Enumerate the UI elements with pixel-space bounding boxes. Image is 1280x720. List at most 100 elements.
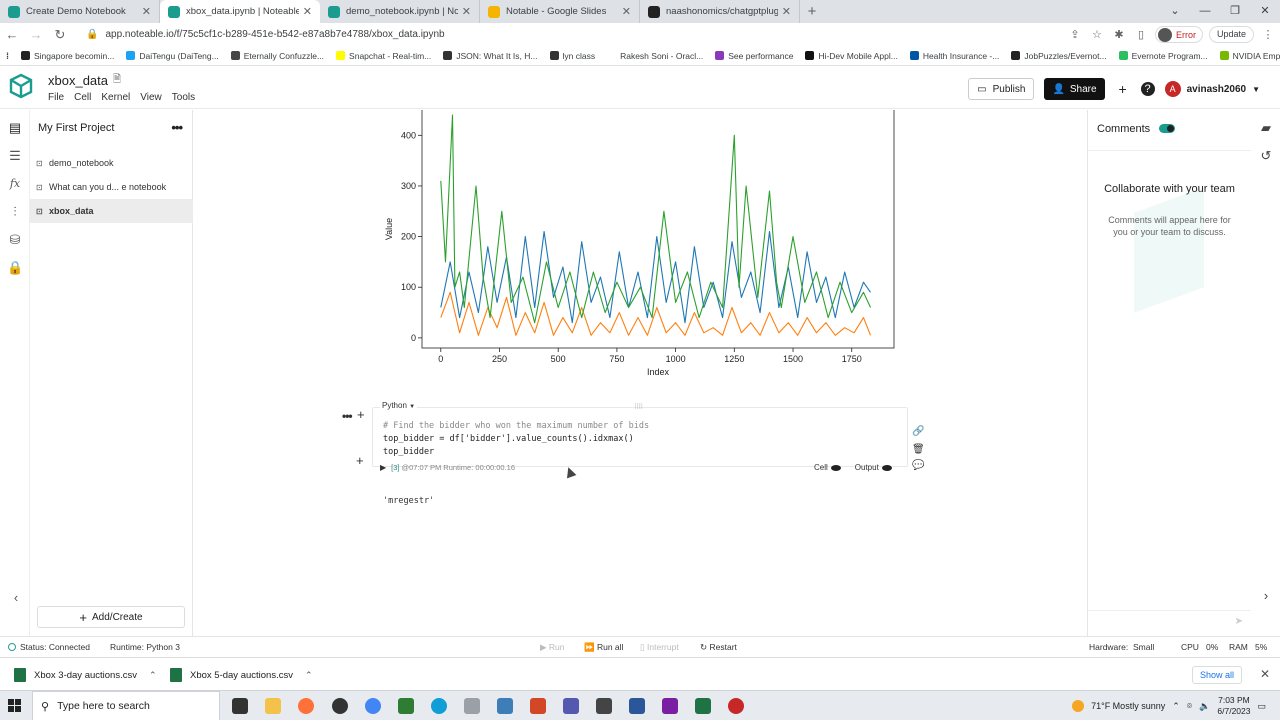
add-cell-below-icon[interactable]: + xyxy=(356,453,364,468)
notifications-icon[interactable]: ▭ xyxy=(1257,700,1266,711)
bookmark-item[interactable]: lyn class xyxy=(549,51,595,61)
run-cell-icon[interactable]: ▶ xyxy=(380,463,387,472)
app-icon[interactable] xyxy=(464,698,480,714)
menu-file[interactable]: File xyxy=(48,92,65,103)
interrupt-button[interactable]: ▯ Interrupt xyxy=(640,642,679,652)
forward-icon[interactable]: → xyxy=(29,27,43,42)
bookmark-item[interactable]: JobPuzzles/Evernot... xyxy=(1011,51,1107,61)
code-editor[interactable]: # Find the bidder who won the maximum nu… xyxy=(383,420,649,459)
speaker-icon[interactable]: 🔈 xyxy=(1199,700,1211,711)
bookmark-item[interactable]: Health Insurance -... xyxy=(909,51,999,61)
browser-tab[interactable]: demo_notebook.ipynb | Noteab...✕ xyxy=(320,0,480,23)
close-tab-icon[interactable]: ✕ xyxy=(461,6,471,18)
sidepanel-icon[interactable]: ▯ xyxy=(1137,29,1144,41)
app-icon[interactable] xyxy=(596,698,612,714)
menu-tools[interactable]: Tools xyxy=(171,92,196,103)
code-cell[interactable] xyxy=(372,407,908,467)
chevron-up-icon[interactable]: ⌃ xyxy=(304,669,313,680)
tab-search-icon[interactable]: ⌄ xyxy=(1170,5,1180,17)
url-field[interactable]: 🔒 app.noteable.io/f/75c5cf1c-b289-451e-b… xyxy=(78,25,1058,44)
file-item[interactable]: ⊡ xbox_data xyxy=(30,199,193,223)
update-button[interactable]: Update xyxy=(1208,26,1254,43)
reload-icon[interactable]: ↻ xyxy=(54,26,66,42)
close-tab-icon[interactable]: ✕ xyxy=(781,6,791,18)
project-menu-icon[interactable]: ••• xyxy=(171,120,183,135)
close-tab-icon[interactable]: ✕ xyxy=(302,6,312,18)
show-all-button[interactable]: Show all xyxy=(1191,666,1242,684)
app-icon[interactable] xyxy=(662,698,678,714)
app-icon[interactable] xyxy=(332,698,348,714)
history-icon[interactable]: ↺ xyxy=(1260,148,1272,163)
taskbar-search[interactable]: ⚲ Type here to search xyxy=(32,691,220,720)
teams-icon[interactable] xyxy=(563,698,579,714)
word-icon[interactable] xyxy=(629,698,645,714)
download-item[interactable]: Xbox 5-day auctions.csv ⌃ xyxy=(170,664,313,686)
powerpoint-icon[interactable] xyxy=(530,698,546,714)
plus-icon[interactable]: + xyxy=(1118,81,1127,97)
network-icon[interactable]: ⌾ xyxy=(1186,700,1193,711)
firefox-icon[interactable] xyxy=(298,698,314,714)
minimize-button[interactable]: — xyxy=(1199,5,1211,17)
close-window-button[interactable]: ✕ xyxy=(1260,5,1270,17)
close-tab-icon[interactable]: ✕ xyxy=(621,6,631,18)
close-tab-icon[interactable]: ✕ xyxy=(141,6,151,18)
hardware-value[interactable]: Small xyxy=(1133,642,1155,652)
bookmark-item[interactable]: Rakesh Soni - Oracl... xyxy=(607,51,703,61)
edge-icon[interactable] xyxy=(431,698,447,714)
language-selector[interactable]: Python ▼ xyxy=(380,401,418,410)
bookmark-item[interactable]: Eternally Confuzzle... xyxy=(230,51,324,61)
chevron-up-icon[interactable]: ⌃ xyxy=(1172,700,1180,711)
comment-input[interactable]: ➤ xyxy=(1088,610,1251,636)
lock-icon[interactable]: 🔒 xyxy=(7,260,24,275)
bookmark-item[interactable]: See performance xyxy=(715,51,793,61)
menu-view[interactable]: View xyxy=(140,92,162,103)
windows-start-icon[interactable] xyxy=(8,699,22,713)
browser-tab[interactable]: naashonomics/chatgptplugins✕ xyxy=(640,0,800,23)
output-toggle[interactable]: Output xyxy=(855,463,892,472)
database-icon[interactable]: ⛁ xyxy=(9,232,21,247)
file-item[interactable]: ⊡ What can you d... e notebook xyxy=(30,175,193,199)
close-icon[interactable]: ✕ xyxy=(1259,667,1270,681)
noteable-logo-icon[interactable] xyxy=(8,73,34,99)
bookmark-item[interactable]: NVIDIA Employment xyxy=(1219,51,1280,61)
chrome-icon[interactable] xyxy=(365,698,381,714)
cell-menu-icon[interactable]: ••• xyxy=(342,409,353,423)
run-all-button[interactable]: ⏩ Run all xyxy=(584,642,624,652)
bookmark-item[interactable]: Snapchat - Real-tim... xyxy=(336,51,431,61)
trash-icon[interactable]: 🗑 xyxy=(912,444,925,455)
cell-toggle[interactable]: Cell xyxy=(814,463,841,472)
link-icon[interactable]: 🔗 xyxy=(912,426,925,437)
comments-icon[interactable]: ▰ xyxy=(1261,120,1271,135)
bookmark-item[interactable]: Evernote Program... xyxy=(1118,51,1208,61)
send-icon[interactable]: ➤ xyxy=(1234,616,1243,627)
expand-panel-icon[interactable]: › xyxy=(1263,588,1269,603)
comments-toggle[interactable] xyxy=(1159,124,1175,133)
add-cell-above-icon[interactable]: + xyxy=(357,407,365,422)
app-icon[interactable] xyxy=(728,698,744,714)
file-item[interactable]: ⊡ demo_notebook xyxy=(30,151,193,175)
excel-icon[interactable] xyxy=(695,698,711,714)
outline-icon[interactable]: ☰ xyxy=(9,148,21,163)
browser-menu-icon[interactable]: ⋮ xyxy=(1262,29,1274,41)
back-icon[interactable]: ← xyxy=(5,27,19,42)
clock[interactable]: 7:03 PM 6/7/2023 xyxy=(1217,695,1250,717)
project-title[interactable]: My First Project xyxy=(38,122,115,134)
drag-handle-icon[interactable]: ⠿⠿ xyxy=(634,404,643,411)
download-item[interactable]: Xbox 3-day auctions.csv ⌃ xyxy=(14,664,157,686)
publish-button[interactable]: ▭ Publish xyxy=(968,78,1035,100)
comment-icon[interactable]: 💬 xyxy=(912,460,925,471)
bookmark-item[interactable]: Singapore becomin... xyxy=(21,51,114,61)
add-create-button[interactable]: + Add/Create xyxy=(37,606,185,628)
help-icon[interactable]: ? xyxy=(1140,82,1155,96)
share-page-icon[interactable]: ⇪ xyxy=(1070,29,1080,41)
bookmark-star-icon[interactable]: ☆ xyxy=(1092,29,1102,41)
maximize-button[interactable]: ❐ xyxy=(1230,5,1240,17)
new-tab-button[interactable]: + xyxy=(807,3,817,20)
app-icon[interactable] xyxy=(398,698,414,714)
weather-text[interactable]: 71°F Mostly sunny xyxy=(1091,701,1166,711)
chevron-up-icon[interactable]: ⌃ xyxy=(148,669,157,680)
notebook-title[interactable]: xbox_data 🗎 xyxy=(48,72,121,89)
user-menu[interactable]: A avinash2060 ▼ xyxy=(1164,81,1260,97)
bookmark-item[interactable]: DaiTengu (DaiTeng... xyxy=(126,51,219,61)
browser-tab[interactable]: Notable - Google Slides ✕ xyxy=(480,0,640,23)
